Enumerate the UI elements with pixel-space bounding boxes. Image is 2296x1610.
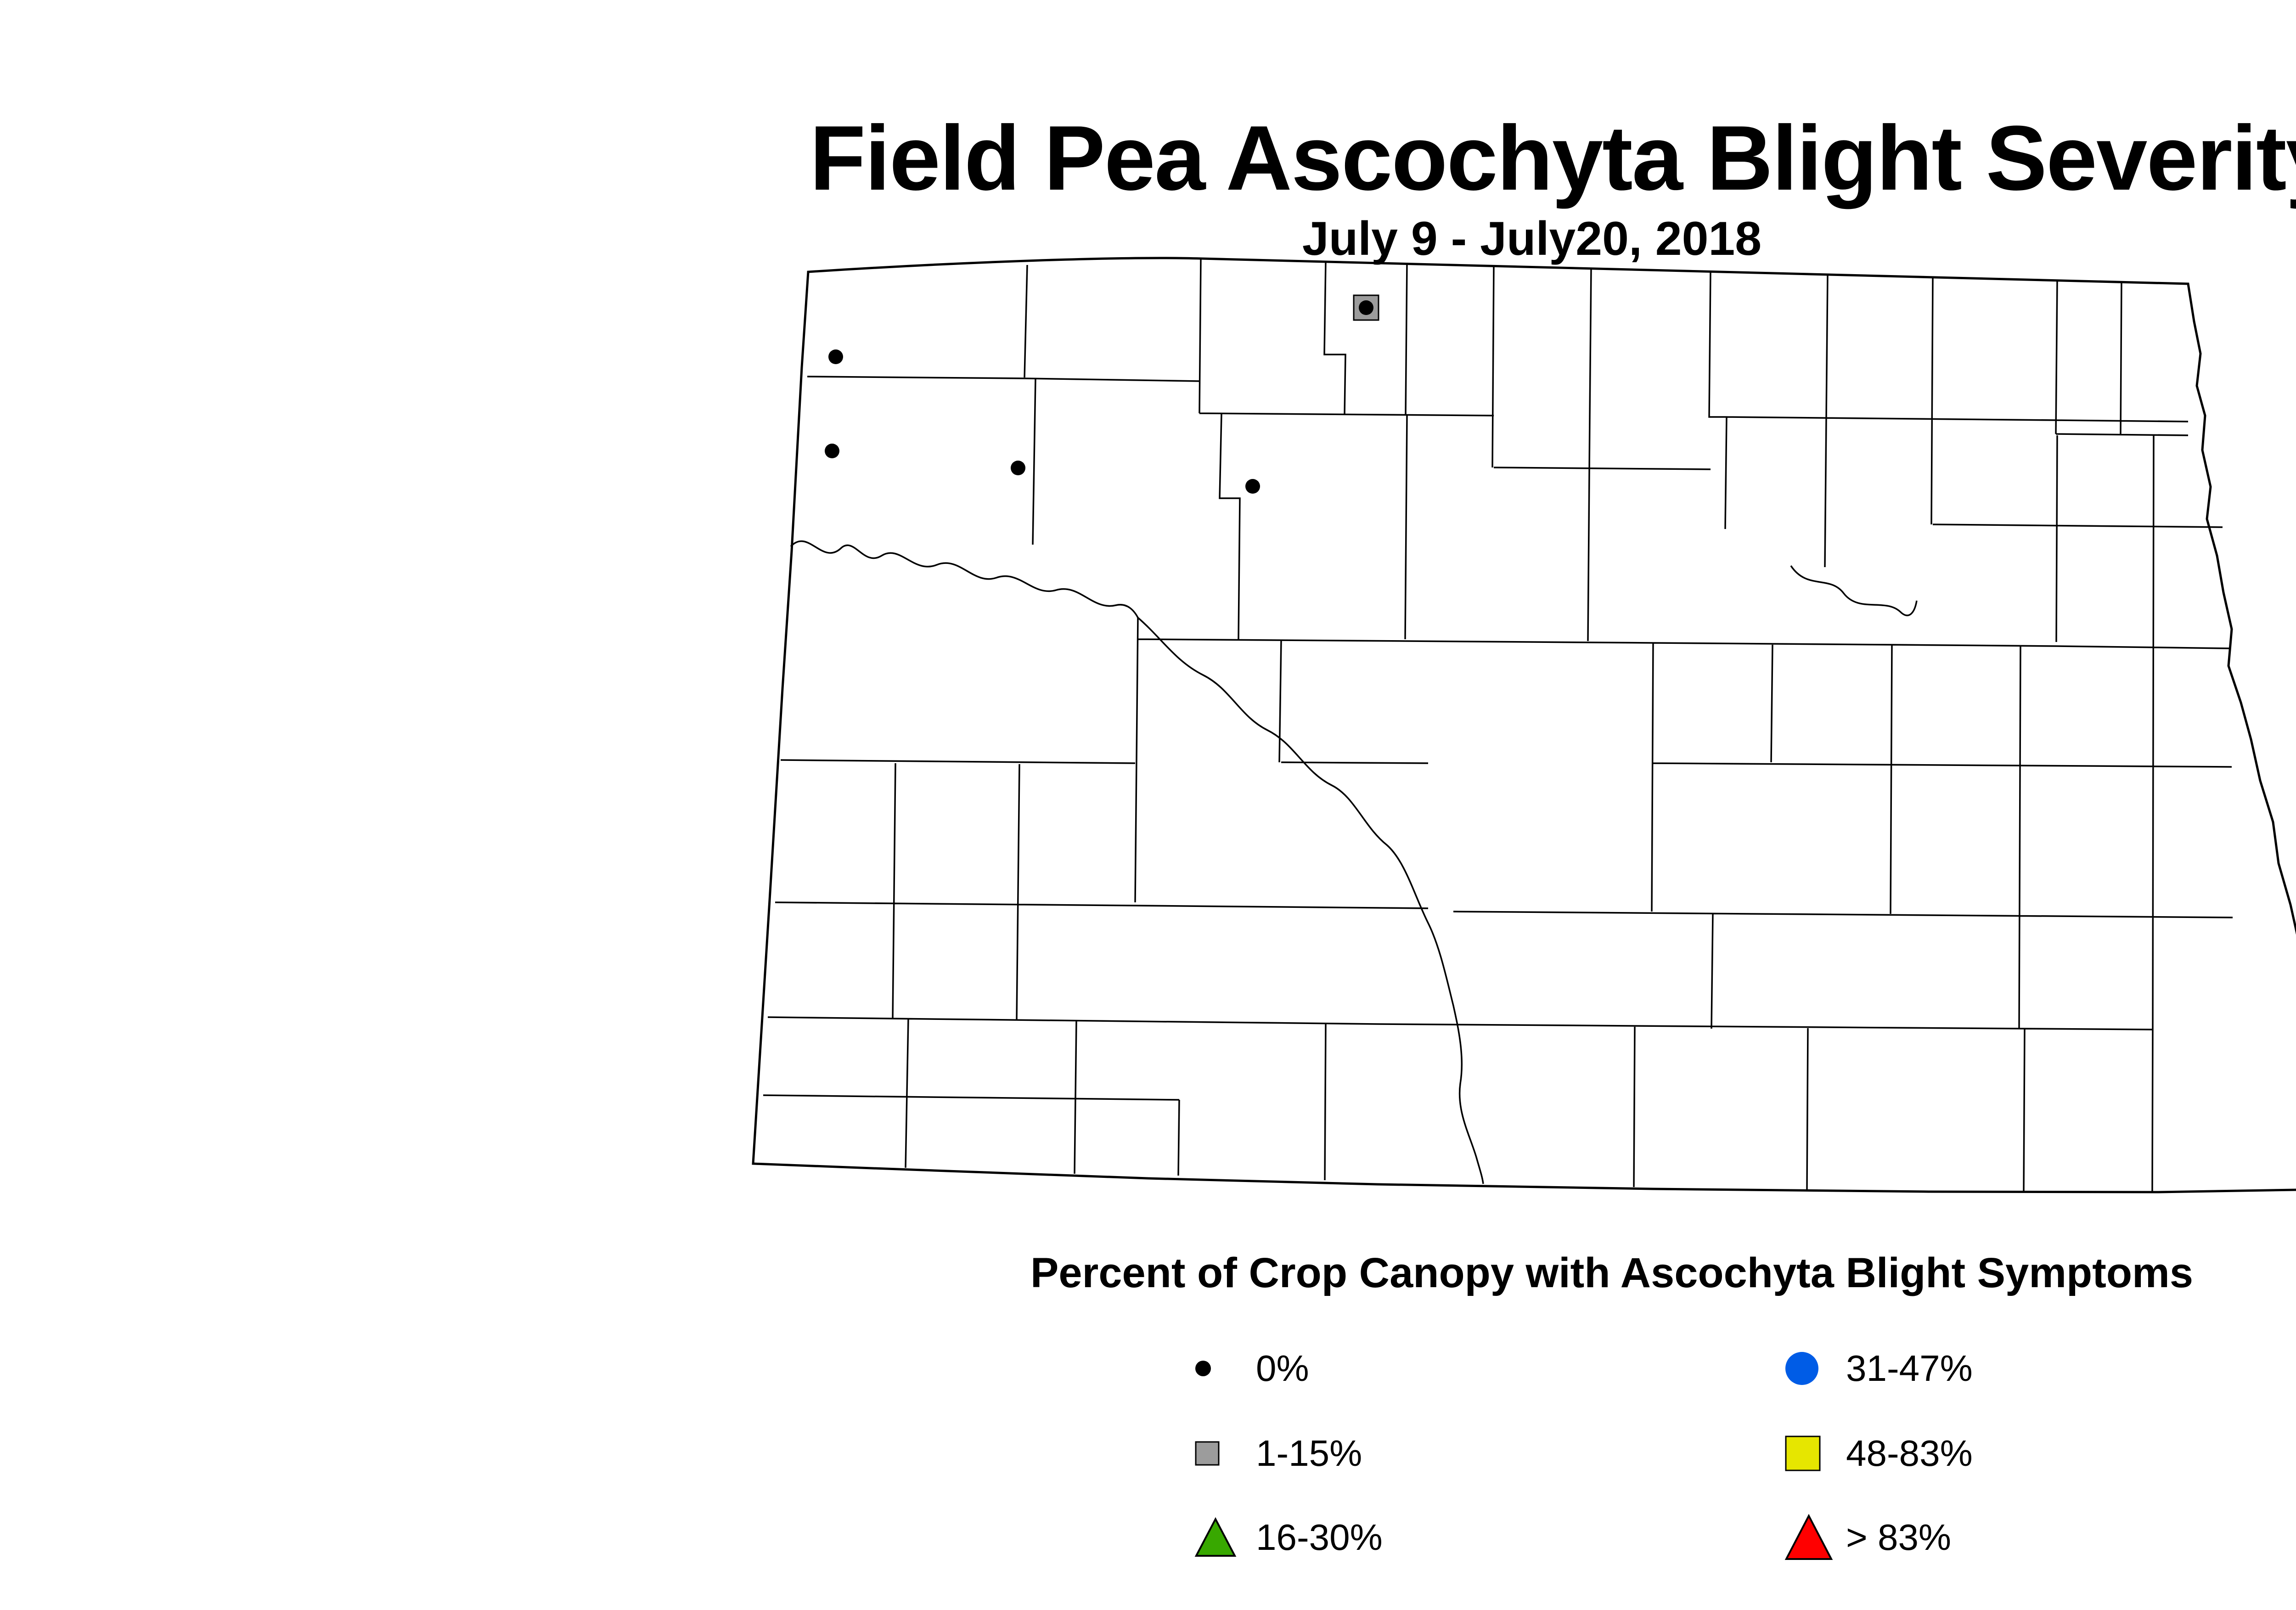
red-triangle-icon [1784, 1514, 1833, 1560]
legend-item-label: 31-47% [1846, 1348, 1973, 1389]
map-markers: 0%0%0%0%1-15%0% [825, 294, 1379, 494]
legend-item-label: 48-83% [1846, 1433, 1973, 1474]
legend-marker-cell [1194, 1359, 1256, 1378]
county-lines-south [763, 1016, 2154, 1192]
map-marker-black-dot: 0% [1245, 479, 1260, 494]
black-dot-icon [1195, 1361, 1211, 1376]
legend-item-0: 0% [1194, 1339, 1309, 1398]
map-marker-black-dot: 0% [828, 349, 843, 364]
legend-item-3147: 31-47% [1784, 1339, 1973, 1398]
date-range-subtitle: July 9 - July20, 2018 [1302, 212, 1762, 265]
river-boundaries [790, 540, 1918, 1184]
gray-square-icon [1195, 1441, 1220, 1466]
legend-item-label: 16-30% [1256, 1517, 1383, 1558]
blue-circle-icon [1785, 1352, 1818, 1385]
state-outline [752, 257, 2296, 1193]
legend-item-83: > 83% [1784, 1508, 1951, 1567]
legend-item-115: 1-15% [1194, 1424, 1362, 1483]
legend-heading: Percent of Crop Canopy with Ascochyta Bl… [1030, 1250, 2194, 1296]
legend-marker-cell [1194, 1440, 1256, 1467]
county-lines-central [775, 378, 2233, 1029]
legend-item-label: > 83% [1846, 1517, 1952, 1558]
page-title: Field Pea Ascochyta Blight Severity [810, 107, 2296, 209]
legend-marker-cell [1784, 1514, 1846, 1561]
green-triangle-icon [1194, 1517, 1237, 1557]
map-marker-black-dot: 0% [825, 444, 839, 458]
legend-item-label: 0% [1256, 1348, 1309, 1389]
legend-item-1630: 16-30% [1194, 1508, 1383, 1567]
legend-item-4883: 48-83% [1784, 1424, 1973, 1483]
legend-marker-cell [1784, 1435, 1846, 1472]
yellow-square-icon [1785, 1435, 1821, 1471]
legend-marker-cell [1194, 1517, 1256, 1558]
county-lines-north [807, 259, 2223, 529]
map-marker-black-dot: 0% [1359, 300, 1373, 315]
county-boundaries [763, 259, 2233, 1192]
map-marker-black-dot: 0% [1011, 461, 1025, 475]
legend-marker-cell [1784, 1351, 1846, 1386]
legend-item-label: 1-15% [1256, 1433, 1362, 1474]
north-dakota-county-map: 0%0%0%0%1-15%0% [752, 257, 2296, 1193]
